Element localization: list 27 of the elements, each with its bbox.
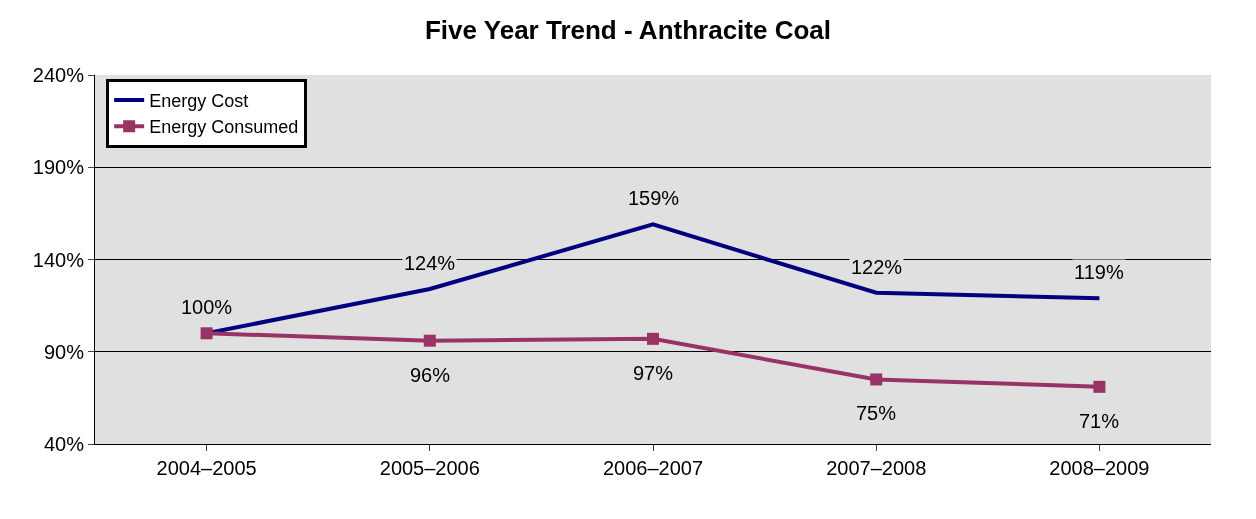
data-label: 122% xyxy=(851,256,903,278)
point xyxy=(647,332,659,345)
data-label: 97% xyxy=(633,362,674,384)
y-tick-label: 240% xyxy=(32,64,85,86)
data-label: 100% xyxy=(181,296,233,318)
x-tick-label: 2007–2008 xyxy=(826,457,927,479)
x-tick-label: 2006–2007 xyxy=(602,457,704,479)
y-tick-label: 40% xyxy=(43,433,85,455)
chart-title: Five Year Trend - Anthracite Coal xyxy=(424,14,832,45)
x-tick-label: 2004–2005 xyxy=(156,457,257,479)
legend-label: Energy Cost xyxy=(149,90,249,111)
data-label: 124% xyxy=(404,252,456,274)
point xyxy=(423,334,436,347)
point xyxy=(200,327,213,340)
point xyxy=(870,373,883,386)
y-tick-label: 140% xyxy=(32,248,85,271)
data-label: 119% xyxy=(1074,261,1124,283)
x-tick-label: 2008–2009 xyxy=(1049,457,1150,479)
data-label: 71% xyxy=(1079,410,1120,432)
data-label: 159% xyxy=(628,187,680,209)
data-label: 96% xyxy=(410,364,451,386)
y-tick-label: 190% xyxy=(32,156,85,179)
data-label: 75% xyxy=(856,402,897,424)
x-tick-label: 2005–2006 xyxy=(379,457,480,479)
y-tick-label: 90% xyxy=(43,340,85,363)
legend-label: Energy Consumed xyxy=(149,117,299,138)
point xyxy=(1093,380,1106,393)
